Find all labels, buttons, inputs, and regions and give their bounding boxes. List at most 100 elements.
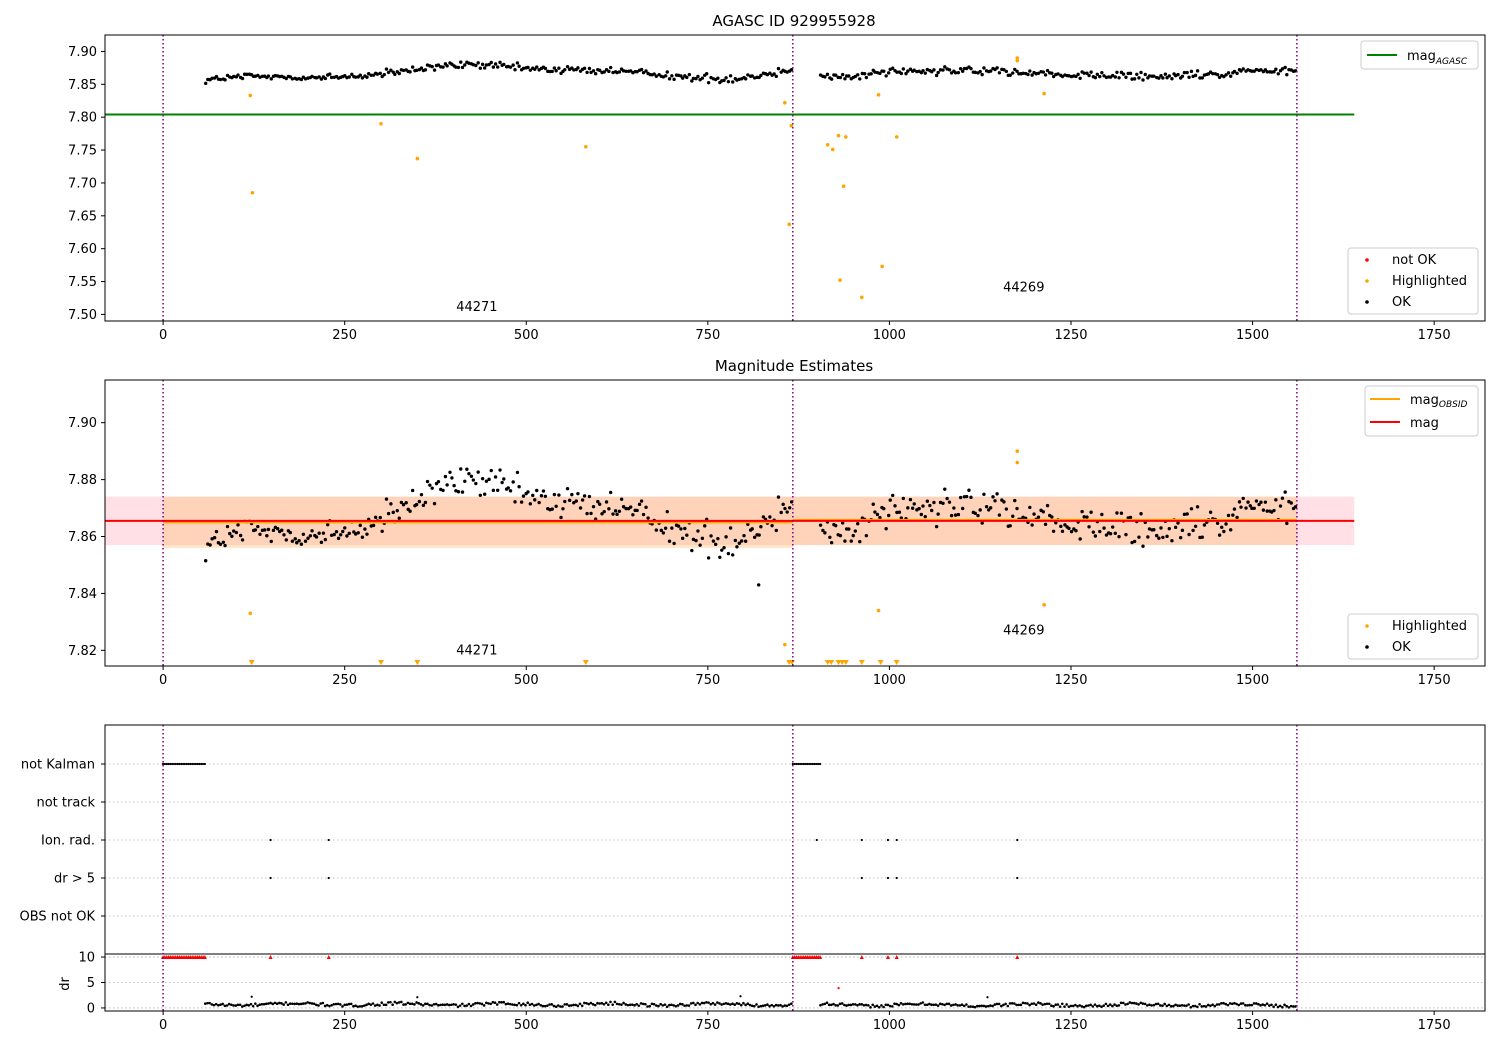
- legend-label-highlighted: Highlighted: [1392, 619, 1467, 634]
- dr-point: [1185, 1004, 1188, 1007]
- dr-point: [1152, 1003, 1156, 1007]
- dr-point: [306, 1001, 309, 1004]
- data-point-ok: [432, 68, 437, 72]
- dr-point: [474, 1002, 477, 1005]
- data-point-ok: [1187, 532, 1191, 537]
- dr-clipped-marker: [326, 955, 331, 960]
- data-point-ok: [559, 515, 563, 520]
- data-point-ok: [696, 529, 700, 533]
- data-point-ok: [228, 531, 232, 536]
- data-point-ok: [284, 538, 288, 542]
- data-point-ok: [953, 71, 958, 75]
- data-point-ok: [212, 536, 217, 540]
- dr-point: [1043, 1002, 1047, 1006]
- dr-point: [1015, 1003, 1018, 1007]
- panel-3-plot-area: not Kalman not track Ion. rad. dr > 5 OBS no…: [20, 725, 1485, 1033]
- dr-point: [1056, 1003, 1060, 1006]
- data-point-ok: [1178, 535, 1183, 540]
- data-point-ok: [478, 493, 483, 498]
- legend-label-mag-agasc: magAGASC: [1407, 49, 1468, 67]
- dr-point: [349, 1002, 353, 1006]
- flag-point: [811, 762, 814, 766]
- data-point-highlighted: [789, 123, 794, 128]
- data-point-ok: [384, 67, 389, 71]
- dr-point: [1095, 1004, 1099, 1008]
- data-point-ok: [1121, 72, 1126, 76]
- dr-point: [729, 1003, 732, 1006]
- data-point-ok: [576, 66, 580, 70]
- dr-point: [567, 1004, 571, 1007]
- dr-point: [722, 1002, 726, 1006]
- dr-point: [511, 1003, 514, 1006]
- data-point-ok: [789, 68, 794, 72]
- data-point-ok: [360, 76, 365, 80]
- data-point-ok: [1195, 69, 1200, 73]
- data-point-ok: [1200, 76, 1204, 80]
- data-point-ok: [746, 522, 750, 526]
- data-point-ok: [862, 72, 867, 76]
- dr-point: [465, 1004, 469, 1007]
- data-point-ok: [1161, 76, 1165, 80]
- data-point-ok: [930, 508, 934, 513]
- data-point-ok: [1137, 76, 1141, 80]
- data-point-ok: [572, 501, 576, 505]
- y-tick-label: 7.90: [68, 45, 97, 60]
- dr-point: [639, 1002, 643, 1005]
- data-point-ok: [539, 494, 544, 498]
- flag-point: [163, 762, 167, 766]
- data-point-ok: [489, 468, 493, 473]
- data-point-ok: [667, 539, 672, 543]
- data-point-ok: [1115, 70, 1119, 75]
- data-point-ok: [1085, 515, 1089, 519]
- data-point-ok: [661, 531, 666, 535]
- data-point-ok: [452, 483, 456, 488]
- data-point-ok: [663, 74, 668, 78]
- data-point-ok: [952, 506, 956, 510]
- dr-point: [360, 1004, 364, 1008]
- flag-point: [327, 838, 330, 842]
- data-point-ok: [825, 72, 830, 77]
- data-point-ok: [964, 494, 969, 499]
- data-point-ok: [938, 68, 943, 72]
- dr-point: [683, 1004, 686, 1008]
- dr-point: [458, 1004, 462, 1007]
- data-point-ok: [982, 66, 986, 70]
- data-point-highlighted: [894, 135, 899, 139]
- data-point-ok: [1098, 74, 1102, 79]
- data-point-ok: [238, 533, 243, 538]
- data-point-ok: [557, 66, 561, 70]
- x-tick-label: 250: [332, 328, 357, 343]
- data-point-highlighted: [783, 100, 787, 105]
- dr-point: [1169, 1005, 1173, 1008]
- dr-point: [1106, 1004, 1110, 1008]
- data-point-ok: [389, 68, 393, 72]
- dr-point: [1137, 1003, 1140, 1006]
- data-point-ok: [834, 523, 838, 528]
- data-point-ok: [567, 498, 572, 503]
- flag-point: [817, 762, 820, 766]
- flag-point: [189, 762, 192, 766]
- clipped-low-marker: [828, 660, 835, 665]
- data-point-ok: [960, 69, 965, 73]
- data-point-ok: [1011, 514, 1015, 518]
- dr-point: [672, 1004, 676, 1007]
- data-point-ok: [236, 73, 240, 77]
- dr-point: [971, 1005, 975, 1009]
- dr-point: [214, 1002, 218, 1006]
- data-point-ok: [493, 62, 498, 66]
- dr-point: [884, 1003, 888, 1007]
- dr-point: [1063, 1005, 1066, 1008]
- dr-point: [308, 1001, 312, 1005]
- data-point-ok: [371, 523, 376, 528]
- flag-point: [793, 762, 796, 766]
- data-point-ok: [303, 539, 308, 543]
- dr-point: [761, 1004, 765, 1008]
- data-point-ok: [1244, 506, 1248, 510]
- data-point-ok: [1147, 527, 1152, 531]
- data-point-ok: [1200, 535, 1204, 539]
- dr-point: [367, 1002, 370, 1006]
- dr-point: [967, 1005, 970, 1008]
- dr-point: [280, 1002, 283, 1005]
- dr-point: [1202, 1004, 1206, 1008]
